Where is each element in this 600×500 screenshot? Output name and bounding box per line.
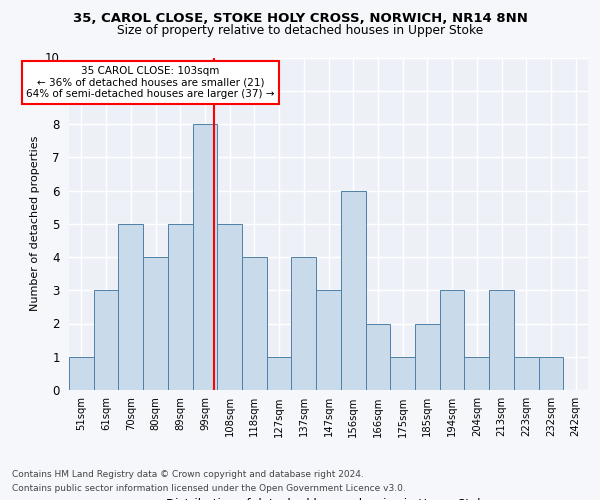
Bar xyxy=(415,324,440,390)
Bar xyxy=(539,357,563,390)
Bar xyxy=(193,124,217,390)
Bar xyxy=(514,357,539,390)
Bar xyxy=(341,190,365,390)
Bar xyxy=(316,290,341,390)
Text: 35, CAROL CLOSE, STOKE HOLY CROSS, NORWICH, NR14 8NN: 35, CAROL CLOSE, STOKE HOLY CROSS, NORWI… xyxy=(73,12,527,26)
Bar xyxy=(390,357,415,390)
Bar xyxy=(489,290,514,390)
Bar xyxy=(143,257,168,390)
Text: Contains public sector information licensed under the Open Government Licence v3: Contains public sector information licen… xyxy=(12,484,406,493)
Bar xyxy=(94,290,118,390)
Bar xyxy=(118,224,143,390)
Text: Contains HM Land Registry data © Crown copyright and database right 2024.: Contains HM Land Registry data © Crown c… xyxy=(12,470,364,479)
Y-axis label: Number of detached properties: Number of detached properties xyxy=(29,136,40,312)
Bar xyxy=(168,224,193,390)
Bar xyxy=(242,257,267,390)
Bar xyxy=(69,357,94,390)
Bar xyxy=(365,324,390,390)
Bar xyxy=(440,290,464,390)
X-axis label: Distribution of detached houses by size in Upper Stoke: Distribution of detached houses by size … xyxy=(166,498,491,500)
Bar xyxy=(217,224,242,390)
Text: Size of property relative to detached houses in Upper Stoke: Size of property relative to detached ho… xyxy=(117,24,483,37)
Bar xyxy=(267,357,292,390)
Bar xyxy=(464,357,489,390)
Bar xyxy=(292,257,316,390)
Text: 35 CAROL CLOSE: 103sqm
← 36% of detached houses are smaller (21)
64% of semi-det: 35 CAROL CLOSE: 103sqm ← 36% of detached… xyxy=(26,66,275,99)
